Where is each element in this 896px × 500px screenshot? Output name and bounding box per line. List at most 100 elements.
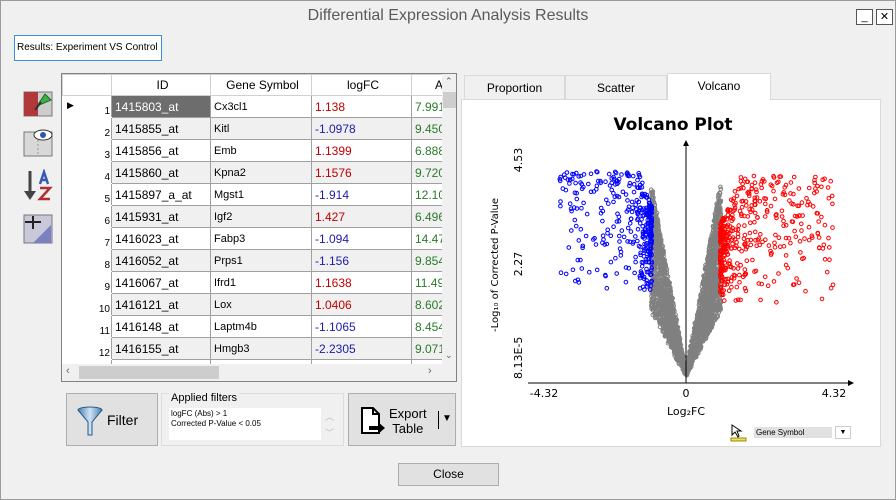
label-field-select[interactable]: Gene Symbol [754,427,832,438]
results-tab-label[interactable]: Results: Experiment VS Control [14,35,162,61]
horizontal-scroll-thumb[interactable] [79,366,219,379]
cell-a[interactable]: 9.071 [410,337,447,360]
row-number[interactable]: 4 [62,161,112,184]
cell-logfc[interactable]: -1.094 [311,227,412,250]
cell-gene-symbol[interactable]: Mgst1 [210,183,312,206]
label-field-dropdown-icon[interactable]: ▼ [835,426,851,439]
column-header-id[interactable]: ID [111,74,211,96]
cell-logfc[interactable]: -1.156 [311,249,412,272]
cell-a[interactable]: 6.888 [410,139,447,162]
cell-id[interactable]: 1416148_at [111,315,211,338]
cell-logfc[interactable]: 1.0406 [311,293,412,316]
cell-a[interactable]: 9.720 [410,161,447,184]
row-number[interactable]: 2 [62,117,112,140]
resize-columns-icon[interactable] [23,213,55,245]
cell-logfc[interactable]: 1.138 [311,95,412,118]
table-row[interactable]: ▶ 1 1415803_at Cx3cl1 1.138 7.991 [62,95,447,118]
scroll-down-icon[interactable]: ⌄ [445,350,453,360]
cell-id[interactable]: 1415931_at [111,205,211,228]
cell-logfc[interactable]: -2.2305 [311,337,412,360]
pin-columns-icon[interactable] [23,86,55,118]
results-table[interactable]: ID Gene Symbol logFC A ▶ 1 1415803_at Cx3… [61,73,457,382]
cell-id[interactable]: 1415855_at [111,117,211,140]
close-button[interactable]: Close [398,463,499,486]
minimize-button[interactable]: _ [856,9,873,25]
cell-a[interactable]: 11.49 [410,271,447,294]
cell-a[interactable]: 7.991 [410,95,447,118]
row-number[interactable]: ▶ 1 [62,95,112,118]
horizontal-scrollbar[interactable]: ‹ › [62,364,442,381]
cell-gene-symbol[interactable]: Prps1 [210,249,312,272]
table-row[interactable]: 9 1416067_at Ifrd1 1.1638 11.49 [62,271,447,294]
table-row[interactable]: 5 1415897_a_at Mgst1 -1.914 12.10 [62,183,447,206]
cell-a[interactable]: 14.47 [410,227,447,250]
row-number[interactable]: 8 [62,249,112,272]
cell-gene-symbol[interactable]: Lox [210,293,312,316]
filters-scroll-down-icon[interactable]: ﹀ [325,428,335,438]
cell-a[interactable]: 9.450 [410,117,447,140]
table-row[interactable]: 10 1416121_at Lox 1.0406 8.602 [62,293,447,316]
table-row[interactable]: 6 1415931_at Igf2 1.427 6.496 [62,205,447,228]
cell-gene-symbol[interactable]: Laptm4b [210,315,312,338]
tab-volcano[interactable]: Volcano [667,73,771,100]
pointer-label-icon[interactable] [730,424,748,442]
row-number[interactable]: 10 [62,293,112,316]
cell-logfc[interactable]: -1.914 [311,183,412,206]
vertical-scrollbar[interactable]: ⌃ ⌄ [442,74,456,364]
export-table-button[interactable]: Export Table ▼ [348,393,456,446]
tab-proportion[interactable]: Proportion [464,75,565,100]
cell-id[interactable]: 1416121_at [111,293,211,316]
scroll-right-icon[interactable]: › [428,365,432,377]
column-header-gene-symbol[interactable]: Gene Symbol [210,74,312,96]
cell-logfc[interactable]: 1.1576 [311,161,412,184]
cell-id[interactable]: 1415856_at [111,139,211,162]
table-row[interactable]: 7 1416023_at Fabp3 -1.094 14.47 [62,227,447,250]
table-row[interactable]: 4 1415860_at Kpna2 1.1576 9.720 [62,161,447,184]
cell-id[interactable]: 1415897_a_at [111,183,211,206]
row-number[interactable]: 5 [62,183,112,206]
filter-button[interactable]: Filter [66,393,158,446]
cell-gene-symbol[interactable]: Igf2 [210,205,312,228]
row-number[interactable]: 12 [62,337,112,360]
column-header-logfc[interactable]: logFC [311,74,412,96]
table-row[interactable]: 11 1416148_at Laptm4b -1.1065 8.454 [62,315,447,338]
close-window-button[interactable]: ✕ [876,9,893,25]
cell-id[interactable]: 1416023_at [111,227,211,250]
row-number[interactable]: 3 [62,139,112,162]
cell-gene-symbol[interactable]: Kpna2 [210,161,312,184]
cell-id[interactable]: 1415860_at [111,161,211,184]
cell-logfc[interactable]: 1.1638 [311,271,412,294]
cell-logfc[interactable]: -1.0978 [311,117,412,140]
cell-a[interactable]: 9.854 [410,249,447,272]
cell-gene-symbol[interactable]: Kitl [210,117,312,140]
row-number[interactable]: 6 [62,205,112,228]
cell-gene-symbol[interactable]: Hmgb3 [210,337,312,360]
cell-logfc[interactable]: 1.1399 [311,139,412,162]
table-row[interactable]: 12 1416155_at Hmgb3 -2.2305 9.071 [62,337,447,360]
cell-gene-symbol[interactable]: Fabp3 [210,227,312,250]
cell-id[interactable]: 1415803_at [111,95,211,118]
cell-id[interactable]: 1416067_at [111,271,211,294]
scroll-up-icon[interactable]: ⌃ [445,76,453,86]
sort-az-icon[interactable] [23,169,55,201]
export-dropdown-arrow-icon[interactable]: ▼ [442,413,452,424]
table-row[interactable]: 3 1415856_at Emb 1.1399 6.888 [62,139,447,162]
filters-scroll-up-icon[interactable]: ︿ [325,412,335,422]
cell-logfc[interactable]: 1.427 [311,205,412,228]
row-number[interactable]: 9 [62,271,112,294]
table-row[interactable]: 2 1415855_at Kitl -1.0978 9.450 [62,117,447,140]
cell-gene-symbol[interactable]: Ifrd1 [210,271,312,294]
cell-id[interactable]: 1416155_at [111,337,211,360]
row-number[interactable]: 7 [62,227,112,250]
table-row[interactable]: 8 1416052_at Prps1 -1.156 9.854 [62,249,447,272]
cell-a[interactable]: 8.454 [410,315,447,338]
cell-a[interactable]: 6.496 [410,205,447,228]
view-columns-icon[interactable] [23,126,55,158]
column-header-a[interactable]: A [410,74,447,96]
cell-gene-symbol[interactable]: Cx3cl1 [210,95,312,118]
cell-logfc[interactable]: -1.1065 [311,315,412,338]
tab-scatter[interactable]: Scatter [565,75,667,100]
row-number[interactable]: 11 [62,315,112,338]
cell-id[interactable]: 1416052_at [111,249,211,272]
vertical-scroll-thumb[interactable] [443,92,456,108]
